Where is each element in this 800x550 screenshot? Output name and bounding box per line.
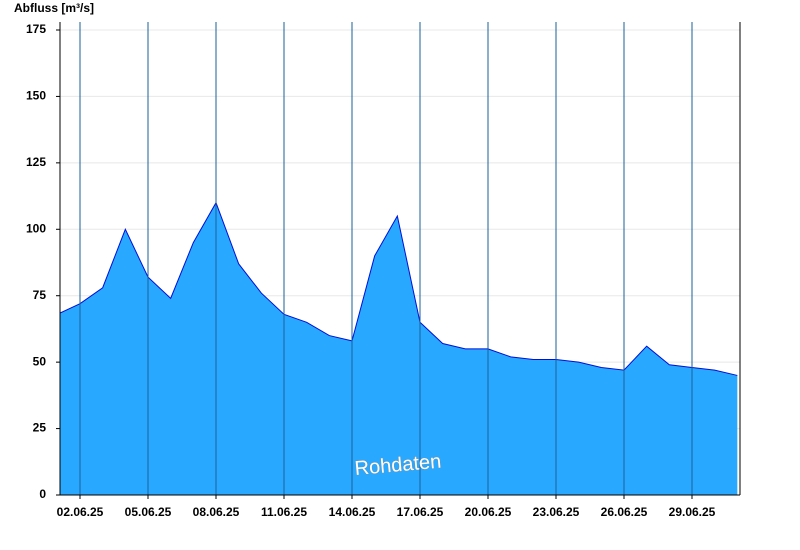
plot-area (60, 201, 738, 495)
x-tick-label: 14.06.25 (329, 505, 376, 519)
y-tick-label: 175 (26, 22, 46, 36)
x-tick-label: 11.06.25 (261, 505, 307, 519)
x-tick-label: 29.06.25 (669, 505, 716, 519)
x-tick-label: 08.06.25 (193, 505, 240, 519)
y-axis-title: Abfluss [m³/s] (14, 1, 94, 15)
x-tick-label: 23.06.25 (533, 505, 580, 519)
x-tick-label: 02.06.25 (57, 505, 104, 519)
y-tick-label: 100 (26, 221, 46, 235)
y-tick-label: 50 (33, 354, 47, 368)
x-tick-label: 26.06.25 (601, 505, 648, 519)
y-tick-label: 25 (33, 421, 47, 435)
y-tick-label: 150 (26, 89, 46, 103)
y-tick-label: 125 (26, 155, 46, 169)
x-tick-label: 20.06.25 (465, 505, 512, 519)
y-tick-label: 75 (33, 288, 47, 302)
area-fill (60, 202, 738, 495)
y-tick-label: 0 (39, 487, 46, 501)
x-tick-label: 17.06.25 (397, 505, 444, 519)
x-tick-label: 05.06.25 (125, 505, 172, 519)
